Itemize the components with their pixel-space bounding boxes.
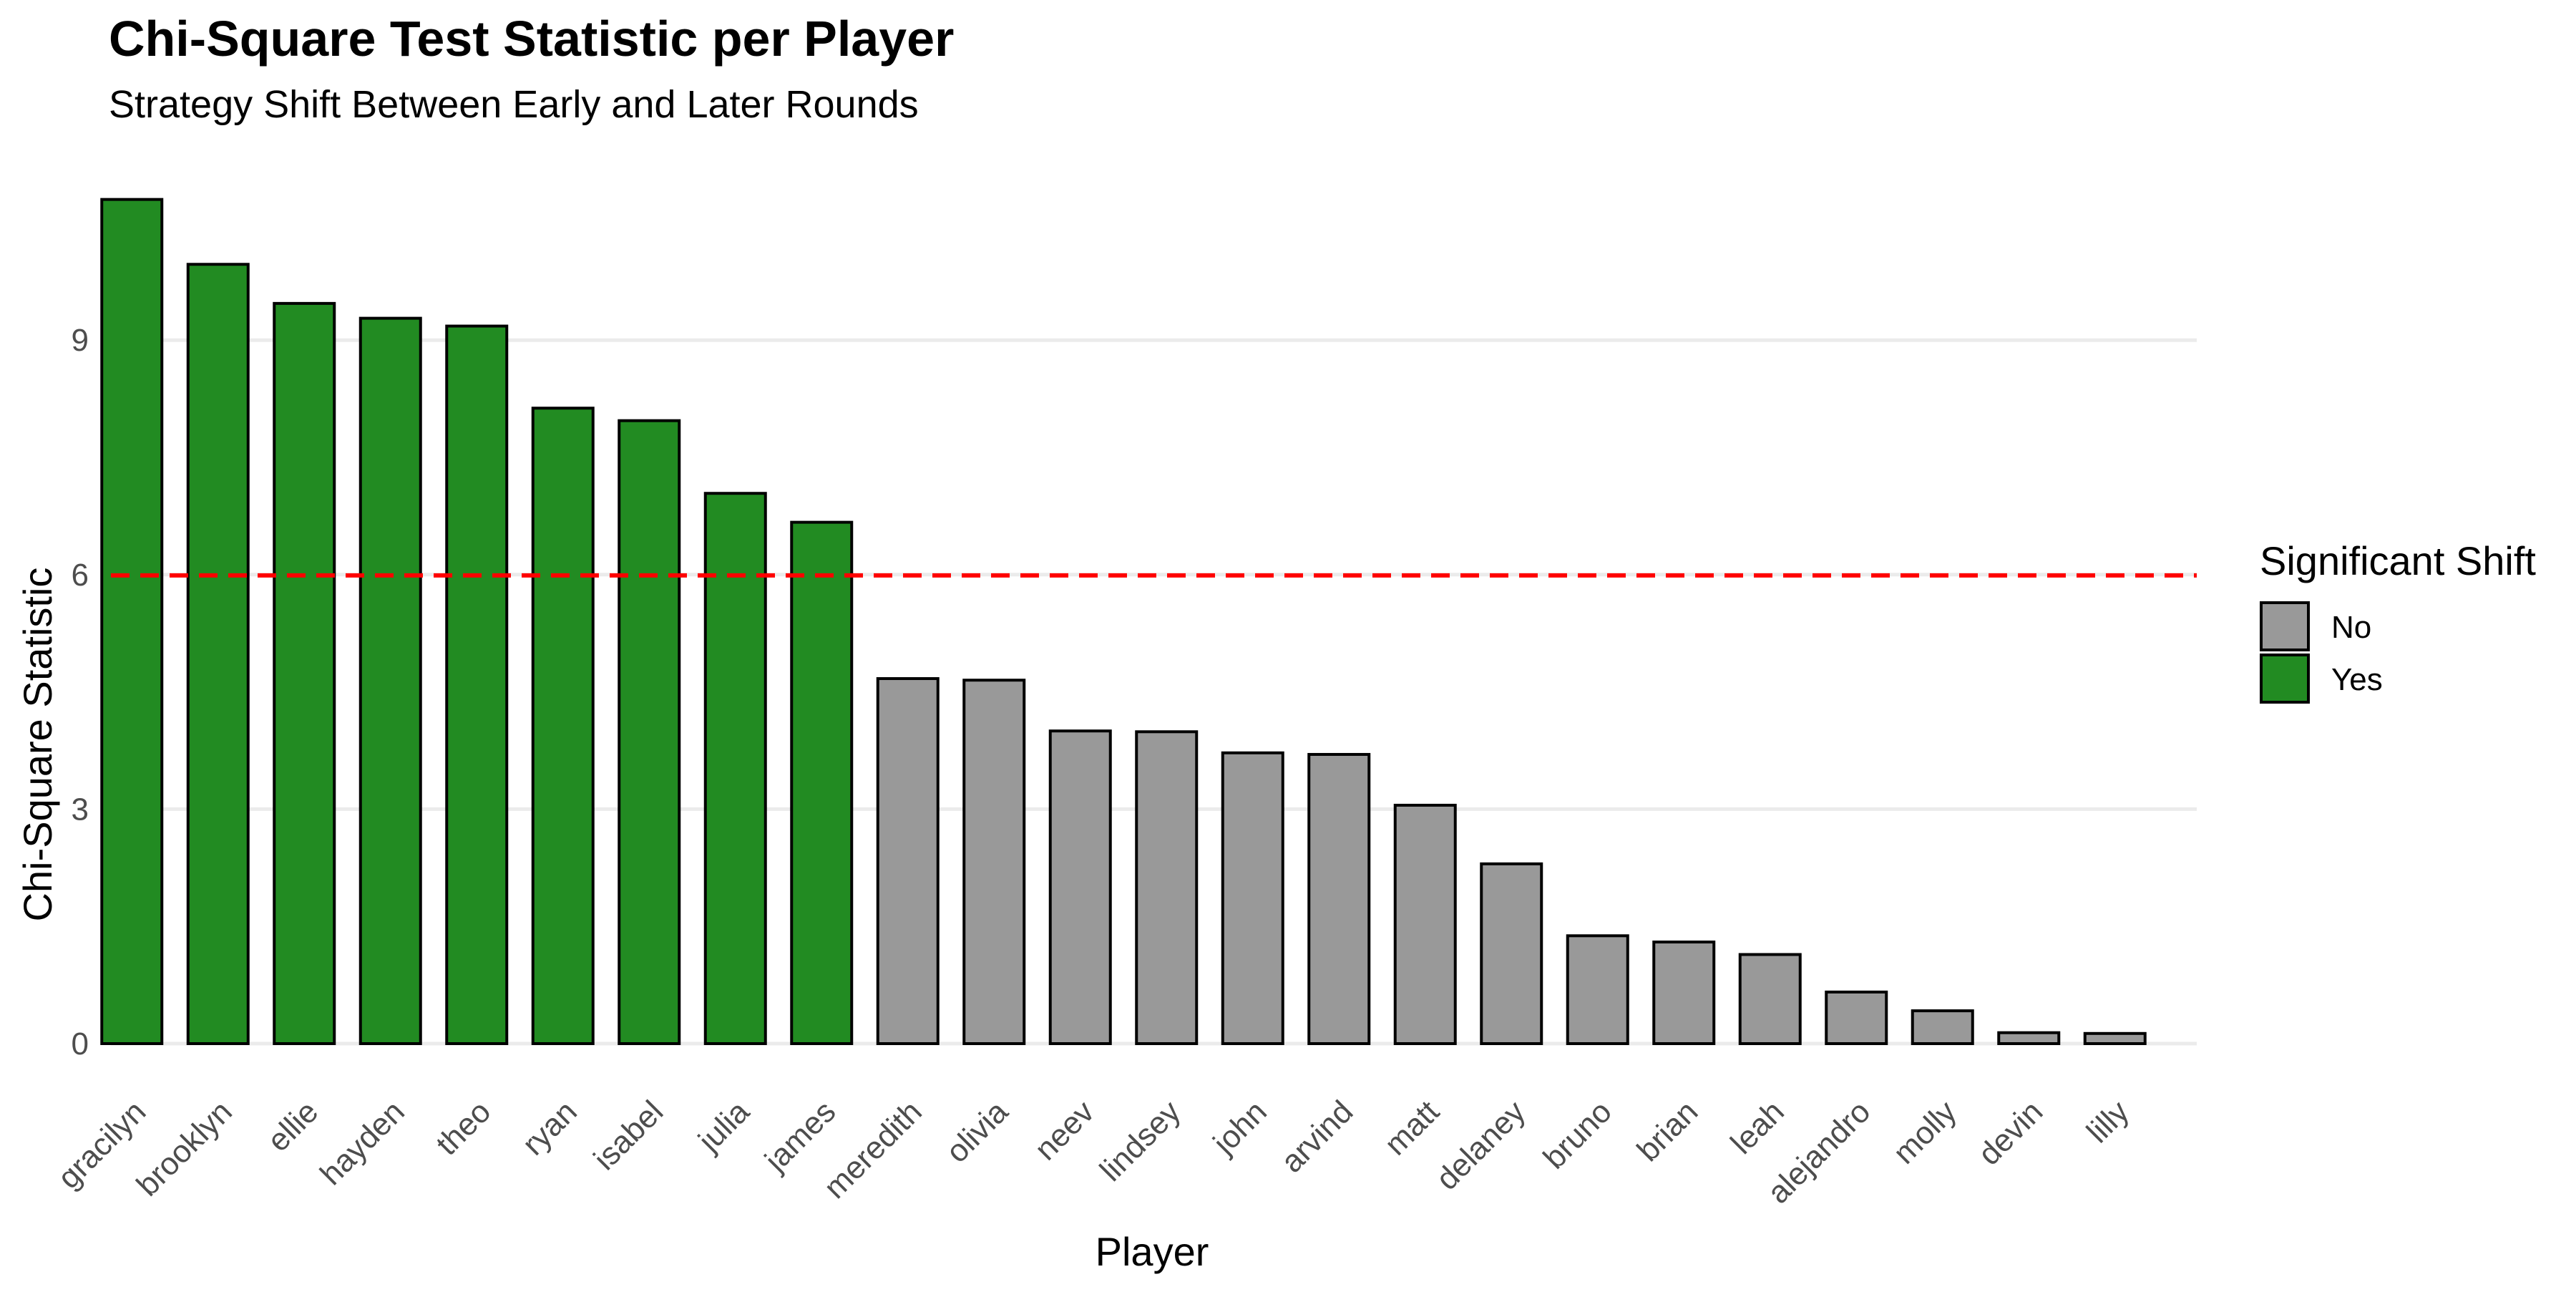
bar-james bbox=[790, 520, 854, 1045]
x-tick-label: brooklyn bbox=[130, 1094, 239, 1203]
bar-olivia bbox=[962, 679, 1026, 1045]
bars bbox=[100, 198, 2147, 1046]
bar-hayden bbox=[358, 316, 422, 1045]
x-tick-label: arvind bbox=[1274, 1094, 1360, 1179]
y-axis-title: Chi-Square Statistic bbox=[15, 568, 60, 922]
bar-lilly bbox=[2083, 1031, 2147, 1045]
chart-title: Chi-Square Test Statistic per Player bbox=[109, 11, 954, 67]
y-tick-label: 0 bbox=[72, 1026, 89, 1062]
legend-label: No bbox=[2331, 610, 2371, 645]
bar-ellie bbox=[273, 301, 336, 1046]
bar-arvind bbox=[1307, 752, 1371, 1045]
x-tick-label: ryan bbox=[516, 1094, 584, 1162]
x-tick-label: leah bbox=[1724, 1094, 1790, 1160]
x-tick-label: matt bbox=[1378, 1094, 1446, 1162]
legend-title: Significant Shift bbox=[2260, 538, 2536, 583]
y-tick-label: 9 bbox=[72, 323, 89, 358]
x-tick-label: neev bbox=[1028, 1094, 1101, 1167]
bar-brooklyn bbox=[186, 263, 250, 1045]
bar-delaney bbox=[1480, 862, 1543, 1045]
bar-leah bbox=[1738, 953, 1802, 1045]
bar-molly bbox=[1911, 1009, 1974, 1045]
legend-entries: No Yes bbox=[2260, 601, 2383, 704]
x-axis-title: Player bbox=[1096, 1229, 1209, 1274]
x-tick-label: molly bbox=[1887, 1094, 1963, 1170]
x-tick-label: ellie bbox=[260, 1094, 325, 1158]
x-tick-label: brian bbox=[1630, 1094, 1704, 1168]
x-tick-label: hayden bbox=[313, 1094, 411, 1192]
x-tick-label: olivia bbox=[940, 1094, 1015, 1170]
bar-julia bbox=[703, 492, 767, 1045]
bar-gracilyn bbox=[100, 198, 164, 1045]
x-tick-label: isabel bbox=[587, 1094, 670, 1177]
x-tick-label: theo bbox=[429, 1094, 497, 1162]
x-tick-label: james bbox=[757, 1094, 842, 1179]
bar-isabel bbox=[618, 419, 681, 1045]
legend: Significant Shift No Yes bbox=[2260, 538, 2536, 704]
y-tick-label: 6 bbox=[72, 558, 89, 593]
x-tick-label: john bbox=[1206, 1094, 1274, 1162]
legend-label: Yes bbox=[2331, 662, 2383, 697]
y-tick-labels: 0 3 6 9 bbox=[72, 323, 89, 1062]
x-tick-label: bruno bbox=[1537, 1094, 1619, 1175]
chart-subtitle: Strategy Shift Between Early and Later R… bbox=[109, 83, 919, 126]
bar-theo bbox=[445, 324, 509, 1045]
x-tick-label: lilly bbox=[2080, 1094, 2136, 1150]
legend-key-yes bbox=[2260, 654, 2310, 704]
bar-ryan bbox=[531, 407, 595, 1045]
x-tick-label: julia bbox=[691, 1094, 756, 1160]
bar-brian bbox=[1652, 941, 1716, 1046]
bar-matt bbox=[1393, 803, 1457, 1045]
bar-john bbox=[1221, 751, 1284, 1045]
bar-lindsey bbox=[1135, 730, 1199, 1045]
bar-devin bbox=[1997, 1031, 2061, 1046]
bar-bruno bbox=[1566, 934, 1629, 1045]
x-tick-label: lindsey bbox=[1093, 1094, 1187, 1187]
x-tick-label: devin bbox=[1971, 1094, 2049, 1172]
bar-alejandro bbox=[1825, 990, 1888, 1045]
y-tick-label: 3 bbox=[72, 792, 89, 827]
legend-key-no bbox=[2260, 601, 2310, 651]
bar-neev bbox=[1048, 729, 1112, 1045]
x-tick-label: delaney bbox=[1430, 1094, 1533, 1197]
bar-meredith bbox=[876, 677, 940, 1045]
